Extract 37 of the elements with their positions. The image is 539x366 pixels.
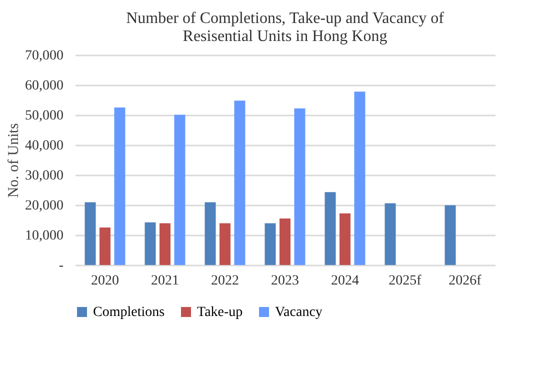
bar: [220, 223, 230, 265]
bar: [174, 114, 186, 265]
y-tick-label: 30,000: [25, 168, 64, 184]
legend-label: Take-up: [197, 305, 243, 320]
x-tick-label: 2024: [331, 274, 359, 288]
bar: [264, 223, 276, 265]
bar: [384, 203, 396, 265]
bar: [294, 108, 306, 265]
y-tick-label: 60,000: [25, 78, 64, 94]
bar: [114, 108, 126, 265]
legend-label: Vacancy: [275, 305, 322, 320]
y-axis-title: No. of Units: [6, 123, 22, 198]
legend-label: Completions: [93, 305, 165, 320]
bar: [444, 205, 456, 265]
y-tick-label: 50,000: [25, 108, 64, 124]
bar: [144, 222, 156, 265]
bar: [160, 223, 170, 265]
chart-title: Number of Completions, Take-up and Vacancy of Resisential Units in Hong Kong: [126, 10, 445, 45]
y-tick-label: -: [58, 258, 64, 274]
y-tick-label: 10,000: [25, 228, 64, 244]
x-tick-label: 2021: [151, 274, 179, 288]
bar: [84, 202, 96, 265]
x-tick-label: 2020: [91, 274, 119, 288]
bar: [340, 213, 350, 265]
x-tick-label: 2023: [271, 274, 299, 288]
bar: [234, 100, 246, 265]
x-tick-label: 2022: [211, 274, 239, 288]
y-tick-label: 20,000: [25, 198, 64, 214]
bar: [100, 228, 110, 265]
x-tick-label: 2026f: [448, 274, 482, 288]
x-tick-label: 2025f: [388, 274, 422, 288]
y-tick-label: 40,000: [25, 138, 64, 154]
bar: [280, 218, 290, 265]
y-tick-label: 70,000: [25, 48, 64, 64]
bar: [204, 202, 216, 265]
bar: [324, 192, 336, 265]
bar: [354, 92, 366, 265]
